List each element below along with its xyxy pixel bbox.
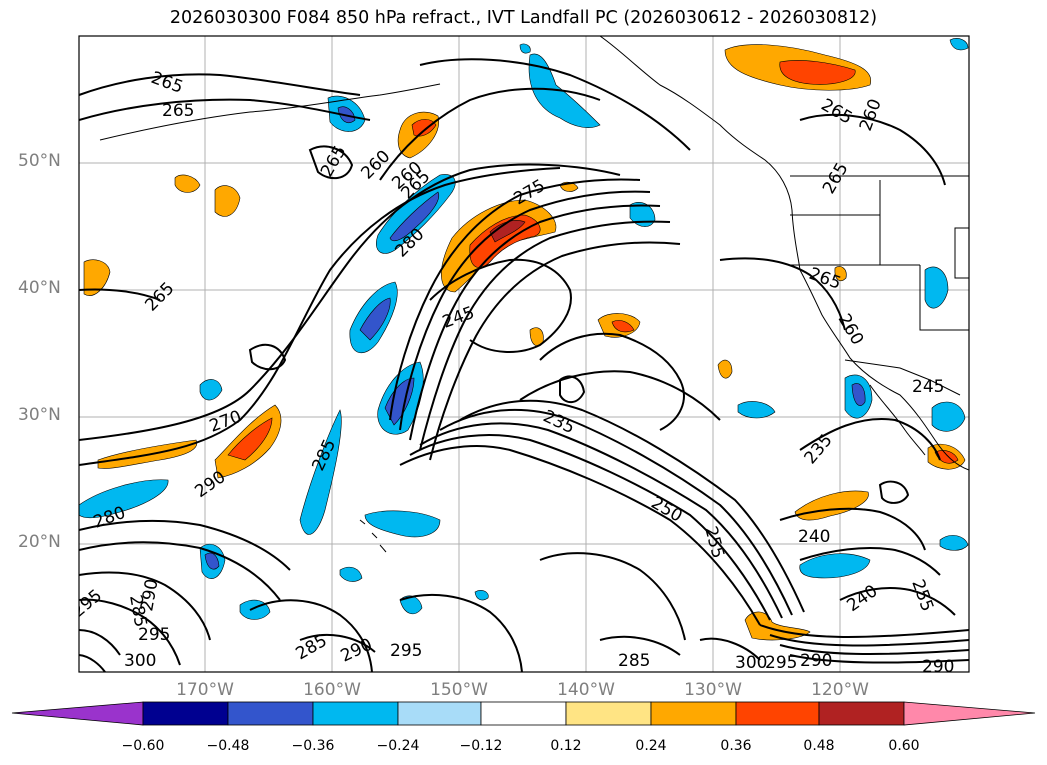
- contour-label: 240: [798, 527, 830, 547]
- contour-label: 290: [800, 651, 832, 671]
- contour-jet-8: [399, 444, 761, 626]
- colorbar-tick-label: 0.48: [803, 738, 835, 754]
- colorbar-segment: [312, 701, 399, 726]
- colorbar-segment: [818, 701, 905, 726]
- colorbar-tick-label: −0.36: [291, 738, 335, 754]
- lon-label: 130°W: [684, 680, 742, 700]
- contour-eastern-band: [759, 624, 969, 638]
- contour-label: 285: [618, 651, 650, 671]
- contours: [79, 58, 969, 672]
- colorbar-tick-label: 0.36: [720, 738, 752, 754]
- colorbar-tick-label: −0.60: [121, 738, 165, 754]
- map-title: 2026030300 F084 850 hPa refract., IVT La…: [169, 8, 878, 28]
- coast-alaska-islands: [99, 83, 441, 141]
- contour-label: 295: [138, 625, 170, 645]
- shading-positive: [83, 44, 966, 641]
- lon-label: 170°W: [176, 680, 234, 700]
- colorbar-segment: [735, 701, 820, 726]
- lon-label: 120°W: [811, 680, 869, 700]
- contour-label: 300: [124, 651, 156, 671]
- contour-245: [429, 258, 572, 353]
- contour-235: [539, 332, 685, 431]
- contour-jet-10: [419, 422, 783, 619]
- colorbar-segment: [397, 701, 482, 726]
- colorbar-tick-label: −0.24: [376, 738, 420, 754]
- contour-jet-5: [409, 204, 661, 441]
- contour-240-east: [779, 507, 926, 551]
- colorbar-segment: [650, 701, 737, 726]
- contour-235-east: [799, 418, 941, 461]
- colorbar-tick-label: 0.60: [888, 738, 920, 754]
- contour-label: 295: [390, 641, 422, 661]
- lat-label: 20°N: [18, 532, 61, 552]
- contour-jet-9: [409, 434, 771, 621]
- colorbar-tick-label: −0.48: [206, 738, 250, 754]
- colorbar-tick-label: −0.12: [459, 738, 503, 754]
- colorbar-extend-left: [11, 701, 144, 726]
- colorbar-extend-right: [903, 701, 1036, 726]
- contour-jet-12: [459, 399, 805, 613]
- colorbar: [11, 701, 1036, 726]
- contour-jet-4: [399, 190, 651, 431]
- hawaii: [359, 519, 387, 553]
- shading-negative: [79, 38, 969, 620]
- colorbar-segment: [565, 701, 652, 726]
- lon-label: 140°W: [557, 680, 615, 700]
- map-border: [78, 35, 970, 673]
- border-states: [790, 180, 969, 331]
- colorbar-segment: [142, 701, 229, 726]
- gridlines: [79, 36, 969, 672]
- contour-jet-1: [79, 163, 621, 441]
- lon-label: 150°W: [430, 680, 488, 700]
- colorbar-segment: [480, 701, 567, 726]
- contour-label: 290: [922, 657, 954, 677]
- baja: [869, 384, 926, 456]
- contour-label: 265: [162, 101, 194, 121]
- lat-label: 40°N: [18, 278, 61, 298]
- contour-label: 300: [735, 653, 767, 673]
- contour-jet-7: [429, 241, 681, 461]
- lat-label: 50°N: [18, 151, 61, 171]
- colorbar-segment: [227, 701, 314, 726]
- contour-jet-3: [389, 178, 641, 421]
- contour-jet-6: [419, 220, 671, 451]
- colorbar-tick-label: 0.24: [635, 738, 667, 754]
- lat-label: 30°N: [18, 405, 61, 425]
- contour-label: 295: [765, 653, 797, 673]
- colorbar-tick-label: 0.12: [550, 738, 582, 754]
- contour-jet-11: [439, 408, 793, 616]
- contour-label: 245: [912, 377, 944, 397]
- lon-label: 160°W: [303, 680, 361, 700]
- border-us-mexico: [844, 359, 961, 396]
- contour-265-north: [79, 73, 361, 96]
- contour-jet-2: [79, 167, 561, 466]
